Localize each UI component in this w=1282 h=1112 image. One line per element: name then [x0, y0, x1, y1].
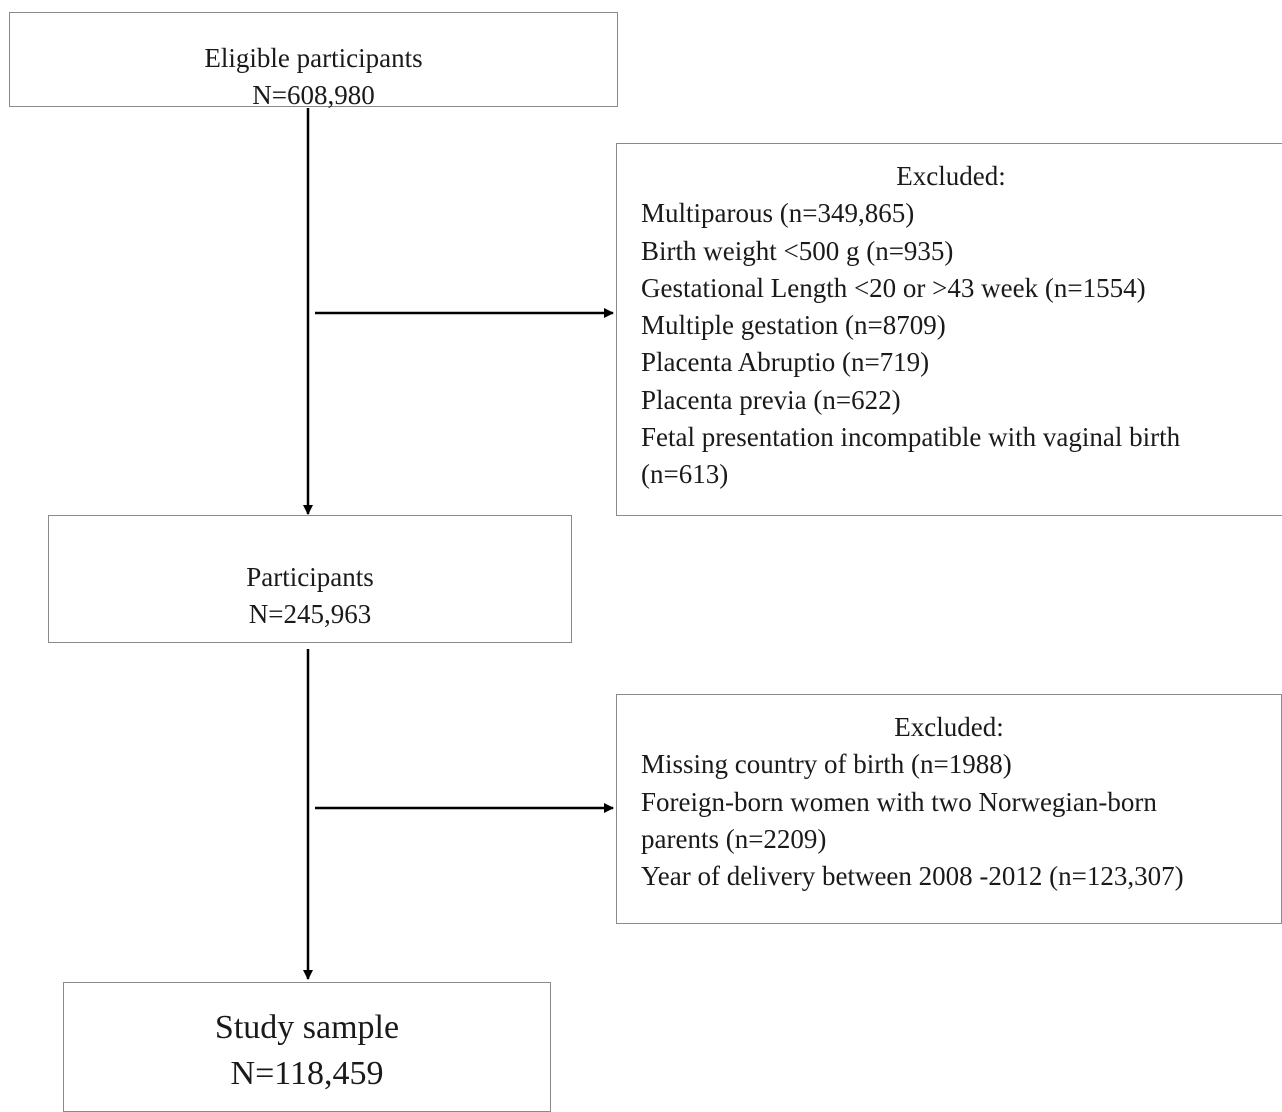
participants-count: N=245,963: [248, 599, 372, 629]
participants-box: Participants N=245,963: [48, 515, 572, 643]
exclusion-1-item: Gestational Length <20 or >43 week (n=15…: [641, 272, 1146, 303]
eligible-title: Eligible participants: [204, 43, 423, 73]
exclusion-2-title: Excluded:: [894, 712, 1004, 742]
exclusion-1-item: Multiparous (n=349,865): [641, 198, 915, 229]
participants-title: Participants: [246, 562, 374, 592]
study-sample-title: Study sample: [214, 1009, 400, 1046]
exclusion-1-item: Placenta Abruptio (n=719): [641, 347, 930, 378]
exclusion-1-title: Excluded:: [896, 161, 1006, 191]
exclusion-1-item: Birth weight <500 g (n=935): [641, 235, 954, 266]
study-sample-box: Study sample N=118,459: [63, 982, 551, 1112]
exclusion-box-2: Excluded: Missing country of birth (n=19…: [616, 694, 1282, 924]
exclusion-2-item: Missing country of birth (n=1988): [641, 749, 1012, 780]
exclusion-1-item: Fetal presentation incompatible with vag…: [641, 422, 1181, 490]
exclusion-box-1: Excluded: Multiparous (n=349,865) Birth …: [616, 143, 1282, 516]
exclusion-2-item: Foreign-born women with two Norwegian-bo…: [641, 786, 1157, 854]
eligible-participants-box: Eligible participants N=608,980: [9, 12, 618, 110]
exclusion-1-item: Multiple gestation (n=8709): [641, 310, 946, 341]
exclusion-2-item: Year of delivery between 2008 -2012 (n=1…: [641, 861, 1184, 892]
eligible-count: N=608,980: [252, 80, 375, 110]
study-sample-count: N=118,459: [230, 1055, 384, 1092]
exclusion-1-item: Placenta previa (n=622): [641, 384, 901, 415]
